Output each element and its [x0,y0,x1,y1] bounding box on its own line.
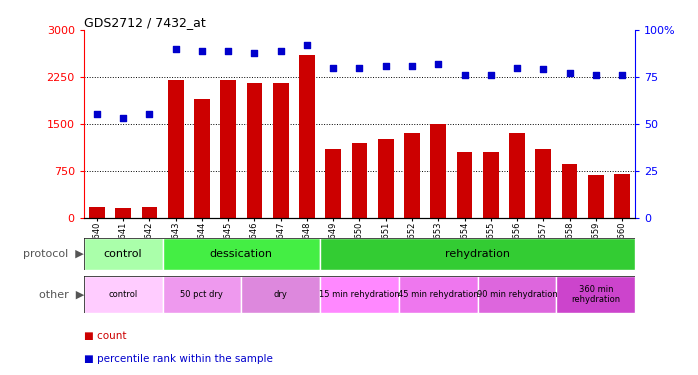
Point [117,115,128,121]
Point [249,50,260,55]
Bar [142,207,157,218]
Bar [562,164,577,218]
Point [485,72,496,78]
Bar [163,238,320,270]
Bar [168,80,184,218]
Text: control: control [108,290,138,299]
Bar [399,276,477,313]
Bar [242,276,320,313]
Bar [84,238,163,270]
Text: ■ percentile rank within the sample: ■ percentile rank within the sample [84,354,273,364]
Bar [404,133,420,218]
Bar [556,276,635,313]
Text: control: control [104,249,142,259]
Bar [320,276,399,313]
Point [144,111,155,117]
Point [512,64,523,70]
Bar [84,276,163,313]
Point [170,46,181,52]
Point [275,48,286,54]
Bar [509,133,525,218]
Text: 45 min rehydration: 45 min rehydration [398,290,479,299]
Bar [299,55,315,217]
Point [591,72,602,78]
Point [537,66,549,72]
Bar [378,140,394,218]
Bar [352,142,367,218]
Point [91,111,103,117]
Bar [431,124,446,218]
Text: 50 pct dry: 50 pct dry [181,290,223,299]
Text: 90 min rehydration: 90 min rehydration [477,290,558,299]
Text: rehydration: rehydration [445,249,510,259]
Point [327,64,339,70]
Text: protocol  ▶: protocol ▶ [23,249,84,259]
Bar [588,175,604,217]
Bar [273,83,288,218]
Bar [115,208,131,218]
Point [223,48,234,54]
Bar [246,83,262,218]
Bar [614,174,630,217]
Text: 360 min
rehydration: 360 min rehydration [571,285,621,304]
Bar [477,276,556,313]
Bar [89,207,105,218]
Bar [194,99,210,218]
Text: dry: dry [274,290,288,299]
Bar [163,276,242,313]
Text: other  ▶: other ▶ [38,290,84,299]
Bar [535,149,551,217]
Text: ■ count: ■ count [84,331,126,341]
Point [354,64,365,70]
Point [302,42,313,48]
Point [196,48,207,54]
Bar [456,152,473,217]
Text: GDS2712 / 7432_at: GDS2712 / 7432_at [84,16,205,29]
Text: dessication: dessication [210,249,273,259]
Bar [320,238,635,270]
Point [433,61,444,67]
Point [406,63,417,69]
Point [459,72,470,78]
Bar [221,80,236,218]
Point [380,63,392,69]
Point [564,70,575,76]
Text: 15 min rehydration: 15 min rehydration [319,290,400,299]
Bar [483,152,498,217]
Bar [325,149,341,217]
Point [616,72,628,78]
